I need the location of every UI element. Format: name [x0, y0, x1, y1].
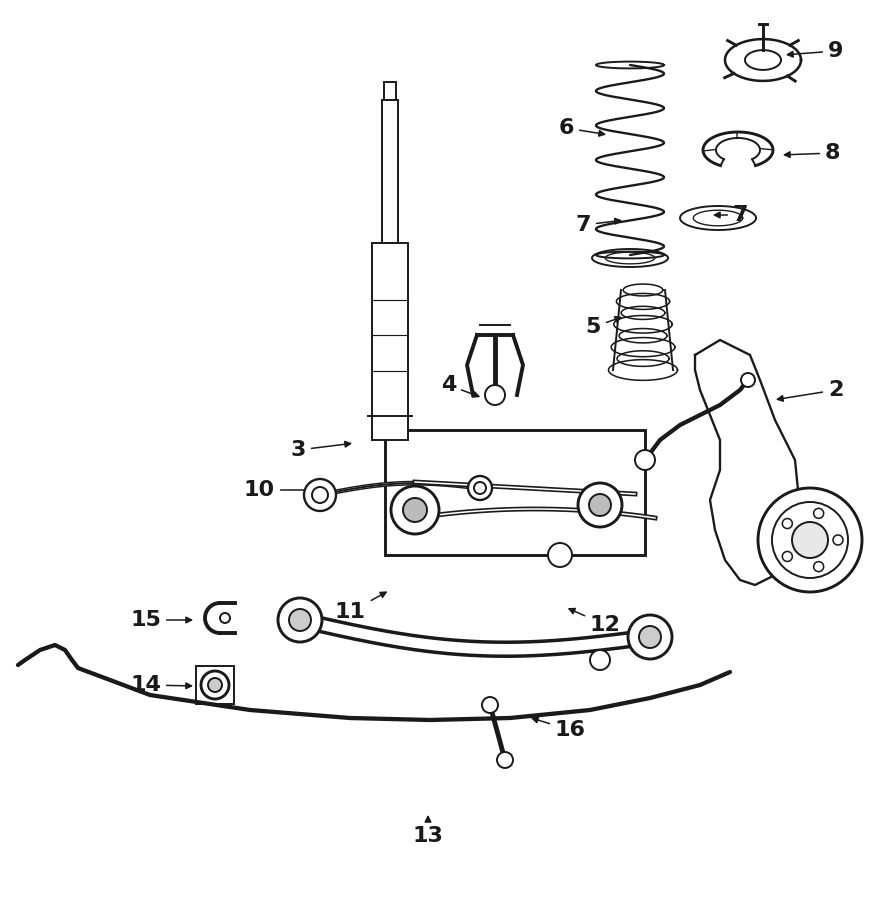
Circle shape [634, 450, 654, 470]
Text: 1: 1 [793, 520, 835, 553]
Text: 8: 8 [784, 143, 839, 163]
Circle shape [547, 543, 571, 567]
Circle shape [304, 479, 335, 511]
Circle shape [485, 385, 504, 405]
Circle shape [220, 613, 230, 623]
Text: 11: 11 [334, 592, 385, 622]
Bar [372, 243, 408, 440]
Circle shape [740, 373, 755, 387]
Text: 6: 6 [558, 118, 604, 138]
Circle shape [791, 522, 827, 558]
Circle shape [772, 502, 847, 578]
Text: 2: 2 [777, 380, 842, 401]
Circle shape [312, 487, 327, 503]
Text: 12: 12 [569, 608, 620, 635]
Circle shape [201, 671, 229, 699]
Text: 10: 10 [243, 480, 316, 500]
Circle shape [391, 486, 439, 534]
Circle shape [757, 488, 861, 592]
Circle shape [578, 483, 621, 527]
Text: 7: 7 [713, 205, 747, 225]
Text: 3: 3 [291, 440, 350, 460]
Circle shape [832, 535, 842, 545]
Text: 9: 9 [787, 41, 842, 61]
Circle shape [781, 552, 791, 562]
Text: 14: 14 [130, 675, 191, 695]
Text: 16: 16 [532, 717, 586, 740]
Circle shape [628, 615, 671, 659]
Bar [382, 100, 398, 243]
Circle shape [468, 476, 492, 500]
Circle shape [402, 498, 426, 522]
Text: 7: 7 [575, 215, 620, 235]
Text: 13: 13 [412, 816, 443, 846]
Text: 4: 4 [440, 375, 478, 397]
Circle shape [813, 562, 822, 572]
Text: 5: 5 [585, 317, 620, 337]
Circle shape [278, 598, 322, 642]
Bar [384, 82, 395, 100]
Polygon shape [695, 340, 799, 585]
Circle shape [482, 697, 497, 713]
Circle shape [496, 752, 512, 768]
Circle shape [207, 678, 222, 692]
Text: 15: 15 [130, 610, 191, 630]
Circle shape [813, 508, 822, 518]
Circle shape [589, 650, 610, 670]
Circle shape [474, 482, 485, 494]
Bar [384, 430, 645, 555]
Circle shape [588, 494, 611, 516]
Circle shape [638, 626, 661, 648]
Circle shape [289, 609, 310, 631]
Circle shape [781, 518, 791, 528]
